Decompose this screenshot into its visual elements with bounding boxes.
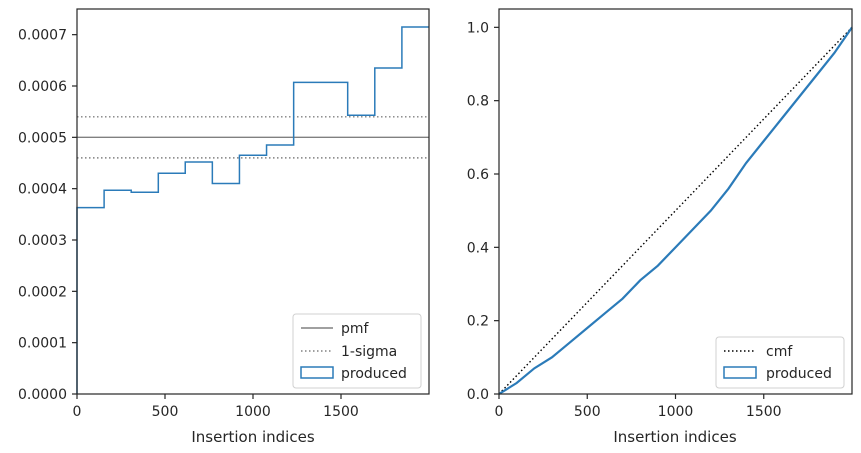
cmf-y-tick-label: 0.8 — [467, 94, 489, 110]
cmf-x-axis-label: Insertion indices — [613, 428, 736, 446]
pmf-y-tick-label: 0.0005 — [18, 130, 67, 146]
pmf-x-tick-label: 0 — [73, 404, 82, 420]
pmf-panel: 0 500 1000 1500 0.0000 0.0001 0.0002 0.0003 0.00… — [18, 8, 430, 446]
pmf-legend: pmf 1-sigma produced — [292, 313, 422, 389]
cmf-y-tick-label: 0.0 — [467, 387, 489, 403]
cmf-cmf-series-0 — [498, 26, 853, 395]
pmf-y-tick-label: 0.0001 — [18, 336, 67, 352]
pmf-x-tick-label: 1000 — [235, 404, 271, 420]
pmf-y-tick-label: 0.0003 — [18, 233, 67, 249]
cmf-plot-area — [498, 26, 853, 395]
pmf-legend-produced-swatch — [300, 366, 334, 379]
cmf-axes: 0 500 1000 1500 0.0 0.2 0.4 0.6 0.8 1.0 — [467, 20, 782, 420]
pmf-y-tick-label: 0.0004 — [18, 182, 67, 198]
cmf-legend-produced-swatch — [723, 366, 757, 379]
pmf-y-tick-label: 0.0007 — [18, 28, 67, 44]
cmf-legend-box — [715, 336, 845, 389]
cmf-legend: cmf produced — [715, 336, 845, 389]
pmf-x-tick-label: 1500 — [323, 404, 359, 420]
pmf-plot-area — [76, 26, 429, 394]
pmf-y-tick-label: 0.0000 — [18, 387, 67, 403]
pmf-legend-pmf-label: pmf — [341, 321, 370, 337]
cmf-x-tick-label: 1500 — [746, 404, 782, 420]
cmf-panel: 0 500 1000 1500 0.0 0.2 0.4 0.6 0.8 1.0 Insertion… — [467, 8, 853, 446]
pmf-y-tick-label: 0.0002 — [18, 284, 67, 300]
cmf-produced-series-1 — [498, 26, 853, 395]
pmf-legend-produced-label: produced — [341, 366, 407, 382]
cmf-x-tick-label: 500 — [574, 404, 601, 420]
pmf-x-tick-label: 500 — [152, 404, 179, 420]
cmf-plot-frame — [498, 8, 853, 395]
pmf-legend-sigma-label: 1-sigma — [341, 344, 397, 360]
pmf-axes: 0 500 1000 1500 0.0000 0.0001 0.0002 0.0003 0.00… — [18, 28, 359, 420]
cmf-y-tick-label: 0.4 — [467, 240, 489, 256]
cmf-legend-produced-label: produced — [766, 366, 832, 382]
cmf-y-tick-label: 0.6 — [467, 167, 489, 183]
pmf-y-tick-label: 0.0006 — [18, 79, 67, 95]
pmf-produced-series — [76, 26, 429, 394]
pmf-x-axis-label: Insertion indices — [191, 428, 314, 446]
pmf-legend-box — [292, 313, 422, 389]
cmf-y-tick-label: 1.0 — [467, 20, 489, 36]
cmf-x-tick-label: 0 — [495, 404, 504, 420]
cmf-legend-cmf-label: cmf — [766, 344, 793, 360]
cmf-x-tick-label: 1000 — [658, 404, 694, 420]
cmf-y-tick-label: 0.2 — [467, 314, 489, 330]
